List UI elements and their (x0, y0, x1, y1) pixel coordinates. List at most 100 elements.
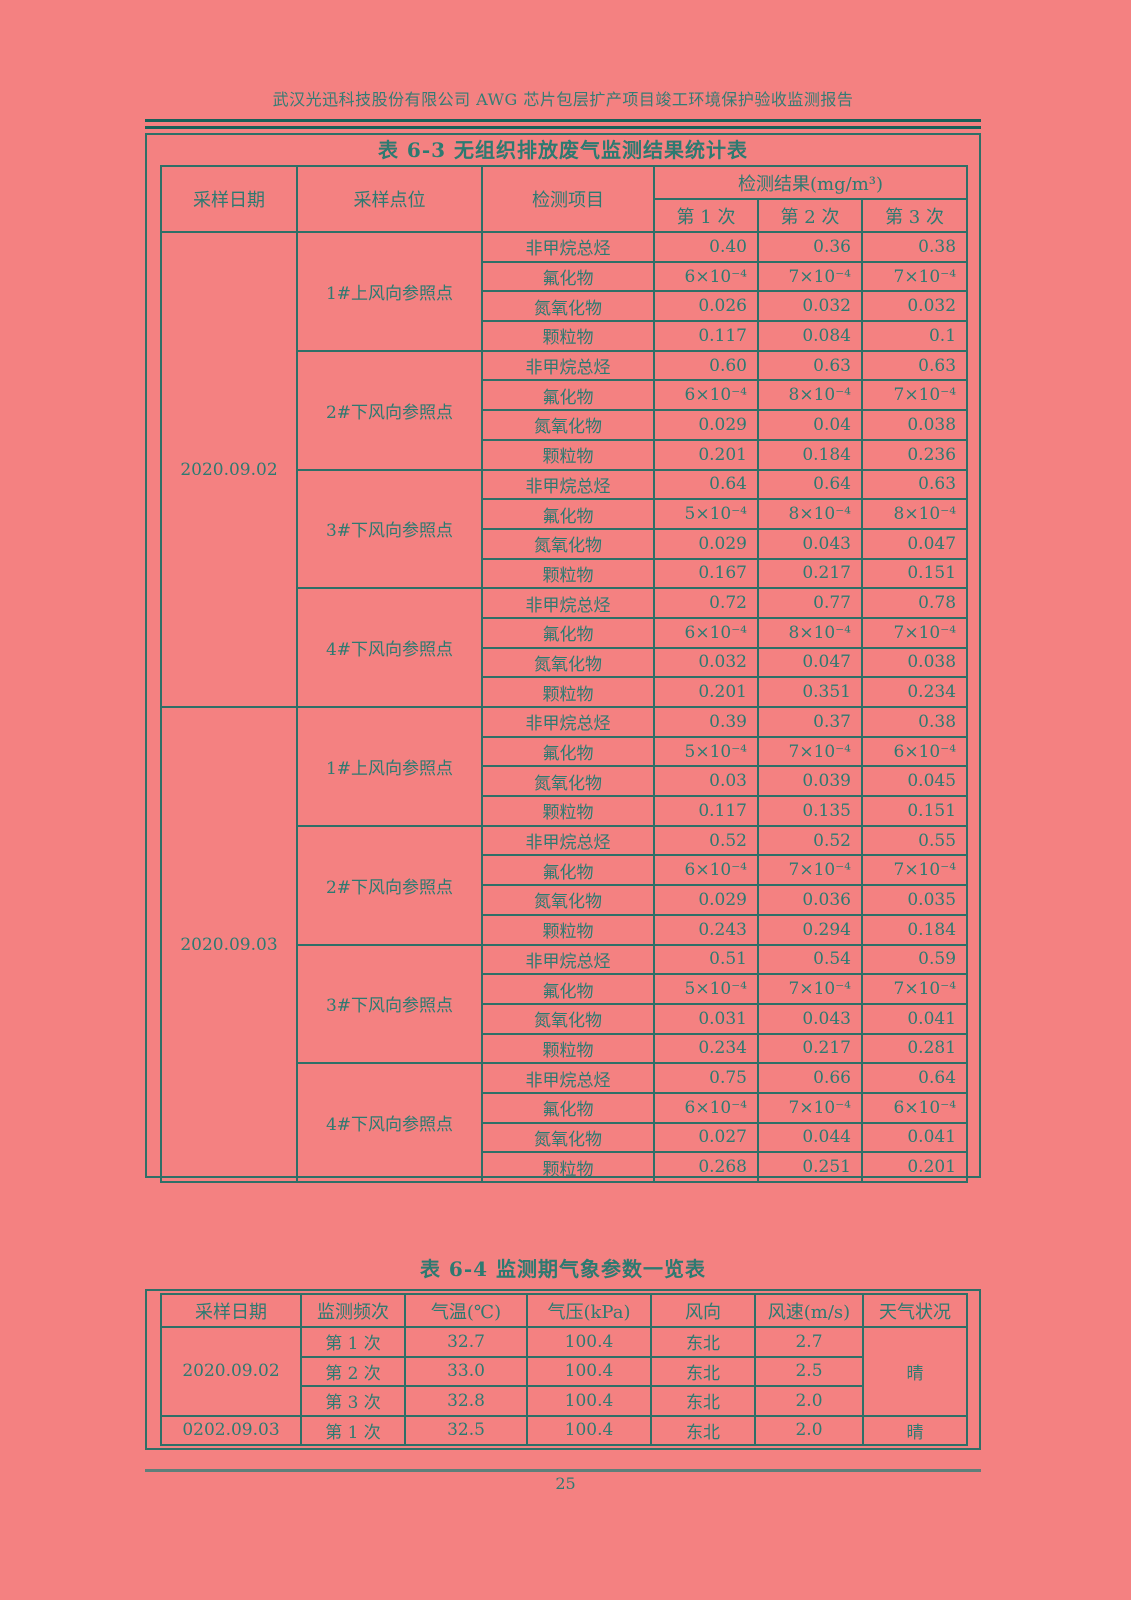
item-cell: 非甲烷总烃 (481, 587, 655, 619)
col-header-run-1: 第 1 次 (653, 198, 759, 233)
value-cell: 6×10⁻⁴ (653, 616, 759, 649)
value-cell: 8×10⁻⁴ (860, 498, 969, 530)
value-cell: 7×10⁻⁴ (860, 260, 969, 293)
value-cell: 0.234 (653, 1032, 759, 1065)
value-cell: 0.043 (757, 1002, 863, 1035)
value-cell: 0.37 (757, 706, 863, 738)
col-header-wind-speed: 风速(m/s) (754, 1293, 864, 1328)
item-cell: 氟化物 (481, 260, 655, 293)
col-header-date: 采样日期 (160, 165, 298, 233)
table-row: 3#下风向参照点 非甲烷总烃 0.64 0.64 0.63 (161, 468, 969, 590)
pressure-cell: 100.4 (526, 1326, 652, 1358)
sampling-point-cell: 4#下风向参照点 (296, 1062, 483, 1183)
value-cell: 8×10⁻⁴ (757, 498, 863, 530)
item-cell: 颗粒物 (481, 557, 655, 590)
sampling-point-cell: 3#下风向参照点 (296, 468, 483, 590)
value-cell: 0.03 (653, 765, 759, 798)
value-cell: 5×10⁻⁴ (653, 973, 759, 1005)
wind-speed-cell: 2.5 (754, 1355, 864, 1387)
sampling-point-cell: 1#上风向参照点 (296, 231, 483, 352)
weather-cell: 晴 (862, 1326, 968, 1417)
value-cell: 0.72 (653, 587, 759, 619)
table-row: 颗粒物 0.167 0.217 0.151 (161, 557, 969, 590)
table-row: 颗粒物 0.201 0.351 0.234 (161, 676, 969, 708)
item-cell: 颗粒物 (481, 795, 655, 827)
value-cell: 0.184 (860, 913, 969, 946)
item-cell: 氮氧化物 (481, 765, 655, 798)
value-cell: 0.038 (860, 409, 969, 441)
item-cell: 非甲烷总烃 (481, 824, 655, 857)
value-cell: 0.36 (757, 231, 863, 263)
value-cell: 0.032 (757, 290, 863, 323)
value-cell: 0.40 (653, 231, 759, 263)
table-row: 颗粒物 0.201 0.184 0.236 (161, 438, 969, 471)
value-cell: 0.251 (757, 1151, 863, 1183)
table-6-4-header-row: 采样日期 监测频次 气温(℃) 气压(kPa) 风向 风速(m/s) 天气状况 (160, 1293, 968, 1328)
table-row: 氮氧化物 0.029 0.043 0.047 (161, 527, 969, 560)
value-cell: 0.51 (653, 943, 759, 976)
value-cell: 7×10⁻⁴ (757, 854, 863, 887)
value-cell: 0.59 (860, 943, 969, 976)
table-row: 2020.09.03 1#上风向参照点 非甲烷总烃 0.39 0.37 0.38 (160, 706, 969, 1183)
date-cell: 0202.09.03 (160, 1414, 302, 1446)
wind-direction-cell: 东北 (650, 1355, 756, 1387)
col-header-run-3: 第 3 次 (860, 198, 969, 233)
value-cell: 0.236 (860, 438, 969, 471)
col-header-temperature: 气温(℃) (404, 1293, 528, 1328)
col-header-pressure: 气压(kPa) (526, 1293, 652, 1328)
value-cell: 0.04 (757, 409, 863, 441)
value-cell: 0.64 (757, 468, 863, 501)
item-cell: 颗粒物 (481, 438, 655, 471)
value-cell: 7×10⁻⁴ (757, 735, 863, 768)
col-header-run-2: 第 2 次 (757, 198, 863, 233)
value-cell: 5×10⁻⁴ (653, 735, 759, 768)
freq-cell: 第 1 次 (300, 1414, 406, 1446)
value-cell: 0.041 (860, 1121, 969, 1154)
table-row: 氟化物 6×10⁻⁴ 8×10⁻⁴ 7×10⁻⁴ (161, 379, 969, 412)
value-cell: 0.035 (860, 884, 969, 916)
value-cell: 0.63 (757, 349, 863, 382)
value-cell: 0.201 (653, 438, 759, 471)
item-cell: 非甲烷总烃 (481, 1062, 655, 1094)
sampling-point-cell: 1#上风向参照点 (296, 706, 483, 827)
value-cell: 0.217 (757, 1032, 863, 1065)
value-cell: 0.39 (653, 706, 759, 738)
value-cell: 0.1 (860, 320, 969, 352)
value-cell: 6×10⁻⁴ (653, 1091, 759, 1124)
col-header-frequency: 监测频次 (300, 1293, 406, 1328)
sampling-point-cell: 2#下风向参照点 (296, 349, 483, 471)
value-cell: 0.294 (757, 913, 863, 946)
table-6-4-container: 采样日期 监测频次 气温(℃) 气压(kPa) 风向 风速(m/s) 天气状况 … (145, 1289, 981, 1450)
value-cell: 0.047 (860, 527, 969, 560)
value-cell: 0.64 (653, 468, 759, 501)
item-cell: 颗粒物 (481, 676, 655, 708)
value-cell: 7×10⁻⁴ (757, 973, 863, 1005)
value-cell: 8×10⁻⁴ (757, 379, 863, 412)
table-6-3-title: 表 6-3 无组织排放废气监测结果统计表 (377, 138, 749, 162)
wind-direction-cell: 东北 (650, 1326, 756, 1358)
temp-cell: 32.5 (404, 1414, 528, 1446)
value-cell: 0.041 (860, 1002, 969, 1035)
value-cell: 0.117 (653, 795, 759, 827)
table-row: 氮氧化物 0.032 0.047 0.038 (161, 646, 969, 679)
value-cell: 0.151 (860, 795, 969, 827)
table-row: 氮氧化物 0.029 0.036 0.035 (161, 884, 969, 916)
value-cell: 0.217 (757, 557, 863, 590)
value-cell: 0.55 (860, 824, 969, 857)
table-row: 颗粒物 0.268 0.251 0.201 (161, 1151, 969, 1183)
sampling-point-cell: 4#下风向参照点 (296, 587, 483, 708)
value-cell: 0.029 (653, 884, 759, 916)
table-row: 氮氧化物 0.027 0.044 0.041 (161, 1121, 969, 1154)
value-cell: 0.66 (757, 1062, 863, 1094)
table-row: 2020.09.02 1#上风向参照点 非甲烷总烃 0.40 0.36 0.38 (160, 231, 969, 708)
date-cell: 2020.09.03 (160, 706, 298, 1183)
col-header-result: 检测结果(mg/m³) (652, 165, 969, 200)
value-cell: 0.027 (653, 1121, 759, 1154)
value-cell: 6×10⁻⁴ (860, 1091, 969, 1124)
freq-cell: 第 3 次 (300, 1385, 406, 1417)
date-cell: 2020.09.02 (160, 231, 298, 708)
weather-cell: 晴 (862, 1414, 968, 1446)
value-cell: 0.029 (653, 409, 759, 441)
table-row: 4#下风向参照点 非甲烷总烃 0.72 0.77 0.78 (161, 587, 969, 708)
value-cell: 0.032 (653, 646, 759, 679)
